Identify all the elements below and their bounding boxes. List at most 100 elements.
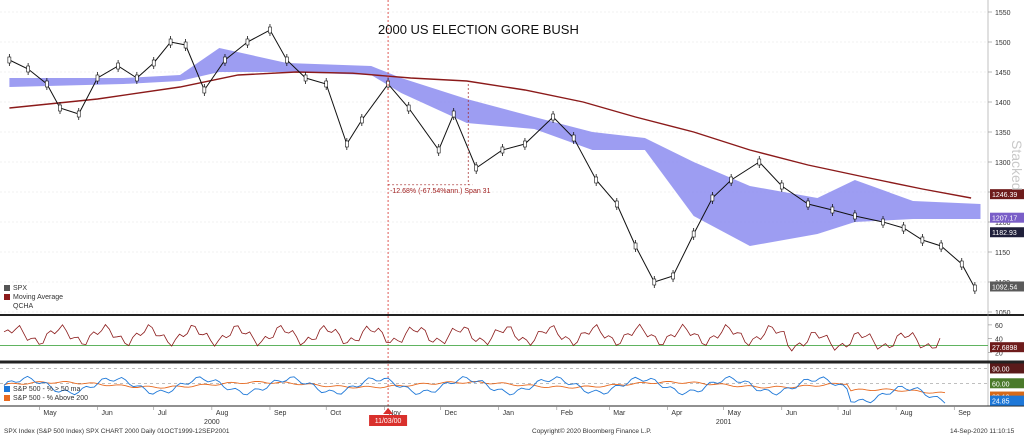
y-tick-label: 1200 <box>995 220 1011 227</box>
last-value-box <box>990 363 1024 374</box>
x-tick-label: Sep <box>274 410 287 417</box>
x-tick-label: Sep <box>958 410 971 417</box>
spx-candle-body <box>151 59 156 67</box>
last-value-label: 1092.54 <box>992 284 1017 291</box>
legend-label-spx: SPX <box>13 285 28 292</box>
x-tick-label: Jan <box>503 410 514 417</box>
oscillator-line <box>3 323 941 352</box>
last-value-box <box>990 189 1024 200</box>
watermark-text: Stacked <box>1009 140 1024 191</box>
spx-candle-body <box>406 104 411 112</box>
spx-candle-body <box>168 38 173 46</box>
legend-swatch-above-200 <box>4 395 10 402</box>
spx-candle-body <box>451 110 456 118</box>
spx-candle-body <box>7 56 12 64</box>
last-value-label: 90.00 <box>992 366 1010 373</box>
spx-candle-body <box>223 56 227 64</box>
spx-candle-body <box>571 134 576 142</box>
event-date-box <box>369 415 408 426</box>
event-marker <box>383 408 394 414</box>
x-tick-label: Apr <box>671 410 683 417</box>
last-value-label: 1246.39 <box>992 192 1017 199</box>
last-value-box <box>990 395 1024 406</box>
spx-candle-body <box>757 158 762 166</box>
x-tick-label: Feb <box>561 410 573 417</box>
legend-item-above-200[interactable]: S&P 500 - % Above 200 <box>4 394 88 403</box>
spx-candle-body <box>959 260 964 268</box>
spx-candle-body <box>26 65 30 73</box>
y-tick-label: 1050 <box>995 310 1011 317</box>
y-tick-label: 20 <box>995 350 1003 357</box>
x-year-label: 2000 <box>204 419 220 426</box>
last-value-label: 1207.17 <box>992 216 1017 223</box>
legend-label-moving-average: Moving Average <box>13 294 64 301</box>
legend-item-moving-average[interactable]: Moving Average <box>4 293 63 302</box>
spx-candle-body <box>920 236 925 244</box>
spx-candle-body <box>345 140 349 148</box>
y-tick-label: 1300 <box>995 160 1011 167</box>
x-year-label: 2001 <box>716 419 732 426</box>
spx-candle-body <box>135 74 139 82</box>
legend-label-qcha: QCHA <box>13 303 34 310</box>
ichimoku-cloud <box>9 48 981 246</box>
x-tick-label: Mar <box>613 410 626 417</box>
moving-average-line <box>9 71 972 199</box>
spx-candle-body <box>474 164 478 172</box>
spx-candle-body <box>45 80 49 88</box>
spx-candle-body <box>939 242 943 250</box>
spx-candle-body <box>324 80 329 88</box>
y-tick-label: 1450 <box>995 70 1011 77</box>
legend-label-above-50ma: S&P 500 - % > 50 ma <box>13 386 81 393</box>
footer-left: SPX Index (S&P 500 Index) SPX CHART 2000… <box>4 428 230 435</box>
spx-candle-body <box>594 176 598 184</box>
legend-label-above-200: S&P 500 - % Above 200 <box>13 395 88 402</box>
legend-swatch-qcha <box>4 303 10 309</box>
spx-candle-body <box>95 74 100 82</box>
legend-item-spx[interactable]: SPX <box>4 284 63 293</box>
spx-candle-body <box>652 278 657 286</box>
x-tick-label: Dec <box>445 410 458 417</box>
legend-item-above-50ma[interactable]: S&P 500 - % > 50 ma <box>4 385 88 394</box>
spx-candle-body <box>729 176 733 184</box>
spx-candle-body <box>303 74 308 82</box>
price-legend: SPX Moving Average QCHA <box>4 284 63 311</box>
footer-right: 14-Sep-2020 11:10:15 <box>950 428 1015 435</box>
spx-candle-body <box>245 38 250 46</box>
spx-candle-body <box>360 116 364 124</box>
last-value-box <box>990 212 1024 223</box>
breadth-legend: S&P 500 - % > 50 ma S&P 500 - % Above 20… <box>4 385 88 403</box>
y-tick-label: 1150 <box>995 250 1010 257</box>
spx-candle-body <box>116 62 120 70</box>
last-value-label: 24.85 <box>992 399 1010 406</box>
spx-candle-body <box>614 200 619 208</box>
y-tick-label: 60 <box>995 323 1003 330</box>
spx-candle-body <box>806 200 810 208</box>
spx-candle-body <box>268 26 272 34</box>
chart-title: 2000 US ELECTION GORE BUSH <box>378 22 579 37</box>
x-tick-label: Oct <box>330 410 341 417</box>
y-tick-label: 1550 <box>995 10 1011 17</box>
x-tick-label: May <box>728 410 742 417</box>
spx-candle-body <box>183 41 188 49</box>
legend-swatch-above-50ma <box>4 386 10 393</box>
last-value-box <box>990 342 1024 353</box>
spx-candle-body <box>436 146 441 154</box>
legend-swatch-moving-average <box>4 294 10 301</box>
last-value-label: 27.6898 <box>992 345 1017 352</box>
spx-candle-body <box>58 104 62 112</box>
event-date-label: 11/03/00 <box>375 418 402 425</box>
spx-candle-body <box>633 242 638 250</box>
spx-candle-body <box>76 110 81 118</box>
x-tick-label: Aug <box>900 410 913 417</box>
spx-candle-body <box>710 194 715 202</box>
last-value-box <box>990 378 1024 389</box>
legend-swatch-spx <box>4 285 10 292</box>
x-axis: May Jun Jul Aug Sep Oct Nov Dec Jan Feb Mar Apr May J… <box>39 406 971 426</box>
x-tick-label: Jul <box>842 410 851 417</box>
x-tick-label: May <box>43 410 57 417</box>
spx-candle-body <box>830 206 835 214</box>
x-tick-label: Aug <box>216 410 229 417</box>
legend-item-qcha[interactable]: QCHA <box>4 302 63 311</box>
y-tick-label: 1400 <box>995 100 1011 107</box>
